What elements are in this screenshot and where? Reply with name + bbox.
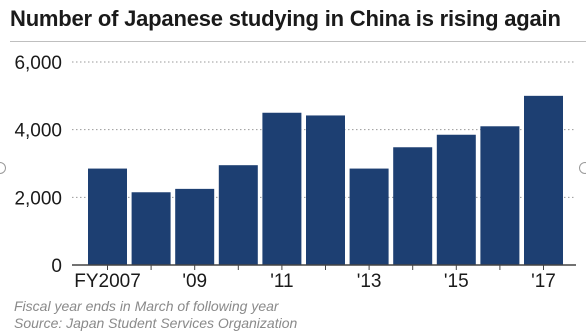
y-tick-label: 4,000 (14, 121, 62, 142)
bar (480, 126, 520, 266)
chart-title: Number of Japanese studying in China is … (10, 6, 561, 31)
bar (524, 95, 563, 265)
bar (262, 112, 302, 265)
x-tick-label: '11 (270, 271, 293, 292)
bar (131, 192, 171, 265)
y-tick-label: 2,000 (14, 188, 62, 209)
x-tick-label: FY2007 (74, 271, 141, 292)
x-tick-label: '13 (357, 271, 382, 292)
bar (88, 168, 127, 265)
y-tick-label: 0 (51, 256, 62, 277)
y-tick-label: 6,000 (14, 53, 62, 74)
bar (175, 188, 215, 265)
right-resize-handle-icon[interactable] (579, 162, 586, 174)
fiscal-year-note: Fiscal year ends in March of following y… (14, 298, 279, 314)
title-divider (10, 41, 586, 42)
bar (393, 147, 433, 265)
bar (306, 115, 345, 265)
x-tick-label: '17 (531, 271, 556, 292)
x-tick-label: '09 (182, 271, 207, 292)
bar (436, 134, 476, 265)
x-tick-label: '15 (444, 271, 469, 292)
bar (218, 165, 258, 265)
bar (349, 168, 389, 265)
source-note: Source: Japan Student Services Organizat… (14, 315, 298, 331)
